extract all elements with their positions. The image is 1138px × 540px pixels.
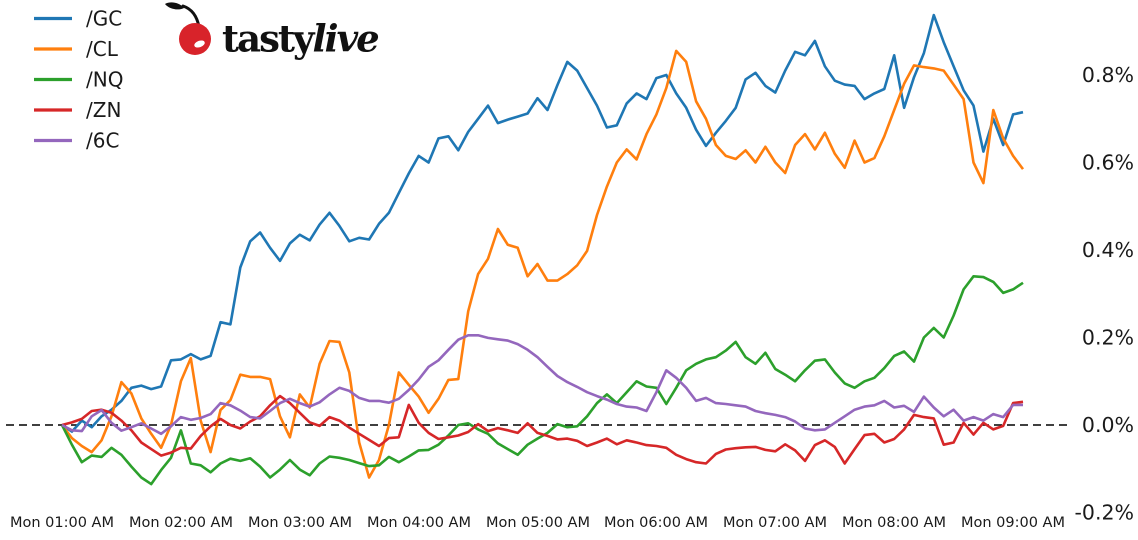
- legend-item-6c: /6C: [34, 129, 119, 153]
- y-tick-label: 0.8%: [1082, 63, 1134, 87]
- x-tick-label: Mon 07:00 AM: [723, 515, 827, 531]
- y-axis: 0.8% 0.6% 0.4% 0.2% 0.0% -0.2%: [1075, 63, 1134, 525]
- y-tick-label: 0.0%: [1082, 413, 1134, 437]
- legend-item-cl: /CL: [34, 37, 119, 61]
- series-line-zn: [61, 394, 1024, 465]
- legend-label-6c: /6C: [86, 129, 119, 153]
- brand-wordmark-live: live: [313, 17, 379, 61]
- series-line-nq: [60, 274, 1024, 486]
- series-lines: [60, 13, 1025, 486]
- x-tick-label: Mon 05:00 AM: [486, 515, 590, 531]
- x-tick-label: Mon 04:00 AM: [367, 515, 471, 531]
- legend-item-gc: /GC: [34, 7, 122, 31]
- legend-label-cl: /CL: [86, 37, 119, 61]
- cherry-leaf-icon: [165, 2, 184, 10]
- x-tick-label: Mon 06:00 AM: [604, 515, 708, 531]
- x-tick-label: Mon 09:00 AM: [961, 515, 1065, 531]
- series-line-6c: [61, 333, 1023, 436]
- y-tick-label: 0.4%: [1082, 238, 1134, 262]
- cherry-highlight: [194, 40, 205, 48]
- legend-label-zn: /ZN: [86, 98, 121, 122]
- x-tick-label: Mon 08:00 AM: [842, 515, 946, 531]
- brand-wordmark: tastylive: [222, 17, 378, 61]
- series-line-cl: [60, 49, 1025, 479]
- y-tick-label: 0.2%: [1082, 326, 1134, 350]
- legend-item-nq: /NQ: [34, 68, 123, 92]
- brand-wordmark-tasty: tasty: [222, 17, 316, 61]
- y-tick-label: 0.6%: [1082, 151, 1134, 175]
- x-tick-label: Mon 02:00 AM: [129, 515, 233, 531]
- x-axis: Mon 01:00 AM Mon 02:00 AM Mon 03:00 AM M…: [10, 515, 1065, 531]
- y-tick-label: -0.2%: [1075, 501, 1134, 525]
- legend-label-gc: /GC: [86, 7, 122, 31]
- cherry-icon: [179, 23, 211, 55]
- series-line-gc: [61, 13, 1024, 433]
- x-tick-label: Mon 01:00 AM: [10, 515, 114, 531]
- legend-item-zn: /ZN: [34, 98, 121, 122]
- x-tick-label: Mon 03:00 AM: [248, 515, 352, 531]
- legend-label-nq: /NQ: [86, 68, 123, 92]
- tastylive-logo: tastylive: [165, 2, 380, 61]
- chart-legend: /GC /CL /NQ /ZN /6C: [34, 7, 123, 153]
